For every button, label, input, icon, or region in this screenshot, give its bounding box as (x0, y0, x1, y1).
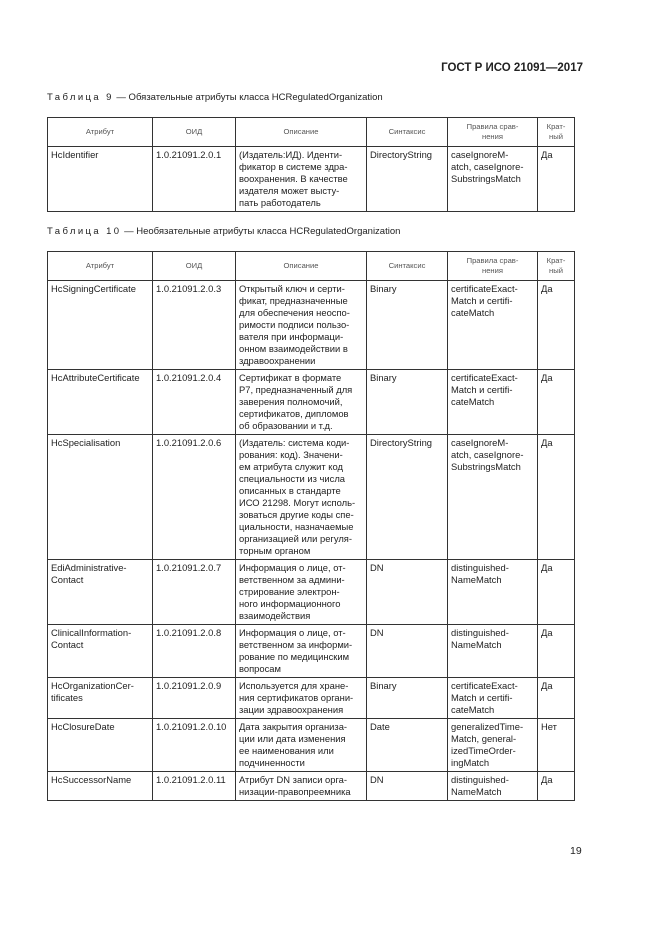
table-row: HcOrganizationCer- tificates 1.0.21091.2.… (47, 677, 575, 719)
cell-matching-rules: certificateExact- Match и certifi- cateM… (447, 369, 538, 435)
cell-attribute: HcClosureDate (47, 718, 153, 772)
table-row: HcSuccessorName 1.0.21091.2.0.11 Атрибут D… (47, 771, 575, 801)
table10-caption-prefix: Таблица 10 (47, 226, 122, 237)
cell-attribute: HcSigningCertificate (47, 280, 153, 370)
cell-syntax: DN (366, 624, 448, 678)
cell-attribute: HcSuccessorName (47, 771, 153, 801)
cell-multiplicity: Да (537, 677, 575, 719)
column-header-multiplicity: Крат- ный (537, 117, 575, 147)
cell-multiplicity: Да (537, 146, 575, 212)
cell-matching-rules: distinguished- NameMatch (447, 624, 538, 678)
table10-caption-text: — Необязательные атрибуты класса HCRegul… (121, 226, 401, 237)
cell-description: (Издатель:ИД). Иденти- фикатор в системе… (235, 146, 367, 212)
cell-attribute: HcSpecialisation (47, 434, 153, 560)
cell-attribute: ClinicalInformation- Contact (47, 624, 153, 678)
cell-oid: 1.0.21091.2.0.8 (152, 624, 236, 678)
table-row: ClinicalInformation- Contact 1.0.21091.2.… (47, 624, 575, 678)
cell-attribute: HcOrganizationCer- tificates (47, 677, 153, 719)
table-row: HcSigningCertificate 1.0.21091.2.0.3 Откры… (47, 280, 575, 370)
cell-syntax: DirectoryString (366, 146, 448, 212)
cell-syntax: Binary (366, 280, 448, 370)
cell-oid: 1.0.21091.2.0.1 (152, 146, 236, 212)
cell-matching-rules: certificateExact- Match и certifi- cateM… (447, 677, 538, 719)
cell-description: Информация о лице, от- ветственном за ад… (235, 559, 367, 625)
table-10: Атрибут ОИД Описание Синтаксис Правила срав-… (47, 251, 575, 801)
table-row: EdiAdministrative- Contact 1.0.21091.2.0.… (47, 559, 575, 625)
cell-description: Атрибут DN записи орга- низации-правопре… (235, 771, 367, 801)
cell-attribute: HcIdentifier (47, 146, 153, 212)
cell-syntax: Binary (366, 369, 448, 435)
table-row: HcSpecialisation 1.0.21091.2.0.6 (Издатель… (47, 434, 575, 560)
table-9: Атрибут ОИД Описание Синтаксис Правила срав-… (47, 117, 575, 212)
column-header-description: Описание (235, 117, 367, 147)
cell-attribute: EdiAdministrative- Contact (47, 559, 153, 625)
cell-syntax: Binary (366, 677, 448, 719)
table9-caption-text: — Обязательные атрибуты класса HCRegulat… (113, 92, 383, 103)
cell-syntax: DN (366, 771, 448, 801)
cell-matching-rules: caseIgnoreM- atch, caseIgnore- Substring… (447, 434, 538, 560)
cell-matching-rules: distinguished- NameMatch (447, 771, 538, 801)
column-header-matching-rules: Правила срав- нения (447, 117, 538, 147)
cell-syntax: DirectoryString (366, 434, 448, 560)
table9-caption: Таблица 9 — Обязательные атрибуты класса… (47, 92, 383, 103)
header-row: Атрибут ОИД Описание Синтаксис Правила срав-… (47, 117, 575, 147)
cell-oid: 1.0.21091.2.0.6 (152, 434, 236, 560)
table-row: HcIdentifier 1.0.21091.2.0.1 (Издатель:ИД)… (47, 146, 575, 212)
column-header-attribute: Атрибут (47, 117, 153, 147)
cell-multiplicity: Нет (537, 718, 575, 772)
document-code: ГОСТ Р ИСО 21091—2017 (441, 62, 583, 74)
cell-description: Дата закрытия организа- ции или дата изм… (235, 718, 367, 772)
cell-multiplicity: Да (537, 624, 575, 678)
cell-multiplicity: Да (537, 434, 575, 560)
cell-oid: 1.0.21091.2.0.4 (152, 369, 236, 435)
cell-oid: 1.0.21091.2.0.7 (152, 559, 236, 625)
column-header-description: Описание (235, 251, 367, 281)
cell-description: Информация о лице, от- ветственном за ин… (235, 624, 367, 678)
column-header-syntax: Синтаксис (366, 251, 448, 281)
cell-description: Открытый ключ и серти- фикат, предназнач… (235, 280, 367, 370)
cell-description: Сертификат в формате P7, предназначенный… (235, 369, 367, 435)
cell-matching-rules: certificateExact- Match и certifi- cateM… (447, 280, 538, 370)
cell-matching-rules: caseIgnoreM- atch, caseIgnore- Substring… (447, 146, 538, 212)
cell-attribute: HcAttributeCertificate (47, 369, 153, 435)
cell-syntax: DN (366, 559, 448, 625)
column-header-matching-rules: Правила срав- нения (447, 251, 538, 281)
page-number: 19 (570, 845, 582, 857)
cell-multiplicity: Да (537, 369, 575, 435)
table10-caption: Таблица 10 — Необязательные атрибуты кла… (47, 226, 400, 237)
cell-description: Используется для хране- ния сертификатов… (235, 677, 367, 719)
cell-oid: 1.0.21091.2.0.10 (152, 718, 236, 772)
cell-multiplicity: Да (537, 280, 575, 370)
cell-oid: 1.0.21091.2.0.3 (152, 280, 236, 370)
table-row: HcClosureDate 1.0.21091.2.0.10 Дата закрыт… (47, 718, 575, 772)
cell-matching-rules: generalizedTime- Match, general- izedTim… (447, 718, 538, 772)
column-header-syntax: Синтаксис (366, 117, 448, 147)
cell-oid: 1.0.21091.2.0.9 (152, 677, 236, 719)
table9-caption-prefix: Таблица 9 (47, 92, 114, 103)
cell-syntax: Date (366, 718, 448, 772)
cell-description: (Издатель: система коди- рования: код). … (235, 434, 367, 560)
cell-oid: 1.0.21091.2.0.11 (152, 771, 236, 801)
column-header-oid: ОИД (152, 251, 236, 281)
cell-multiplicity: Да (537, 559, 575, 625)
table-row: HcAttributeCertificate 1.0.21091.2.0.4 Сер… (47, 369, 575, 435)
column-header-oid: ОИД (152, 117, 236, 147)
column-header-attribute: Атрибут (47, 251, 153, 281)
header-row: Атрибут ОИД Описание Синтаксис Правила срав-… (47, 251, 575, 281)
column-header-multiplicity: Крат- ный (537, 251, 575, 281)
cell-multiplicity: Да (537, 771, 575, 801)
cell-matching-rules: distinguished- NameMatch (447, 559, 538, 625)
